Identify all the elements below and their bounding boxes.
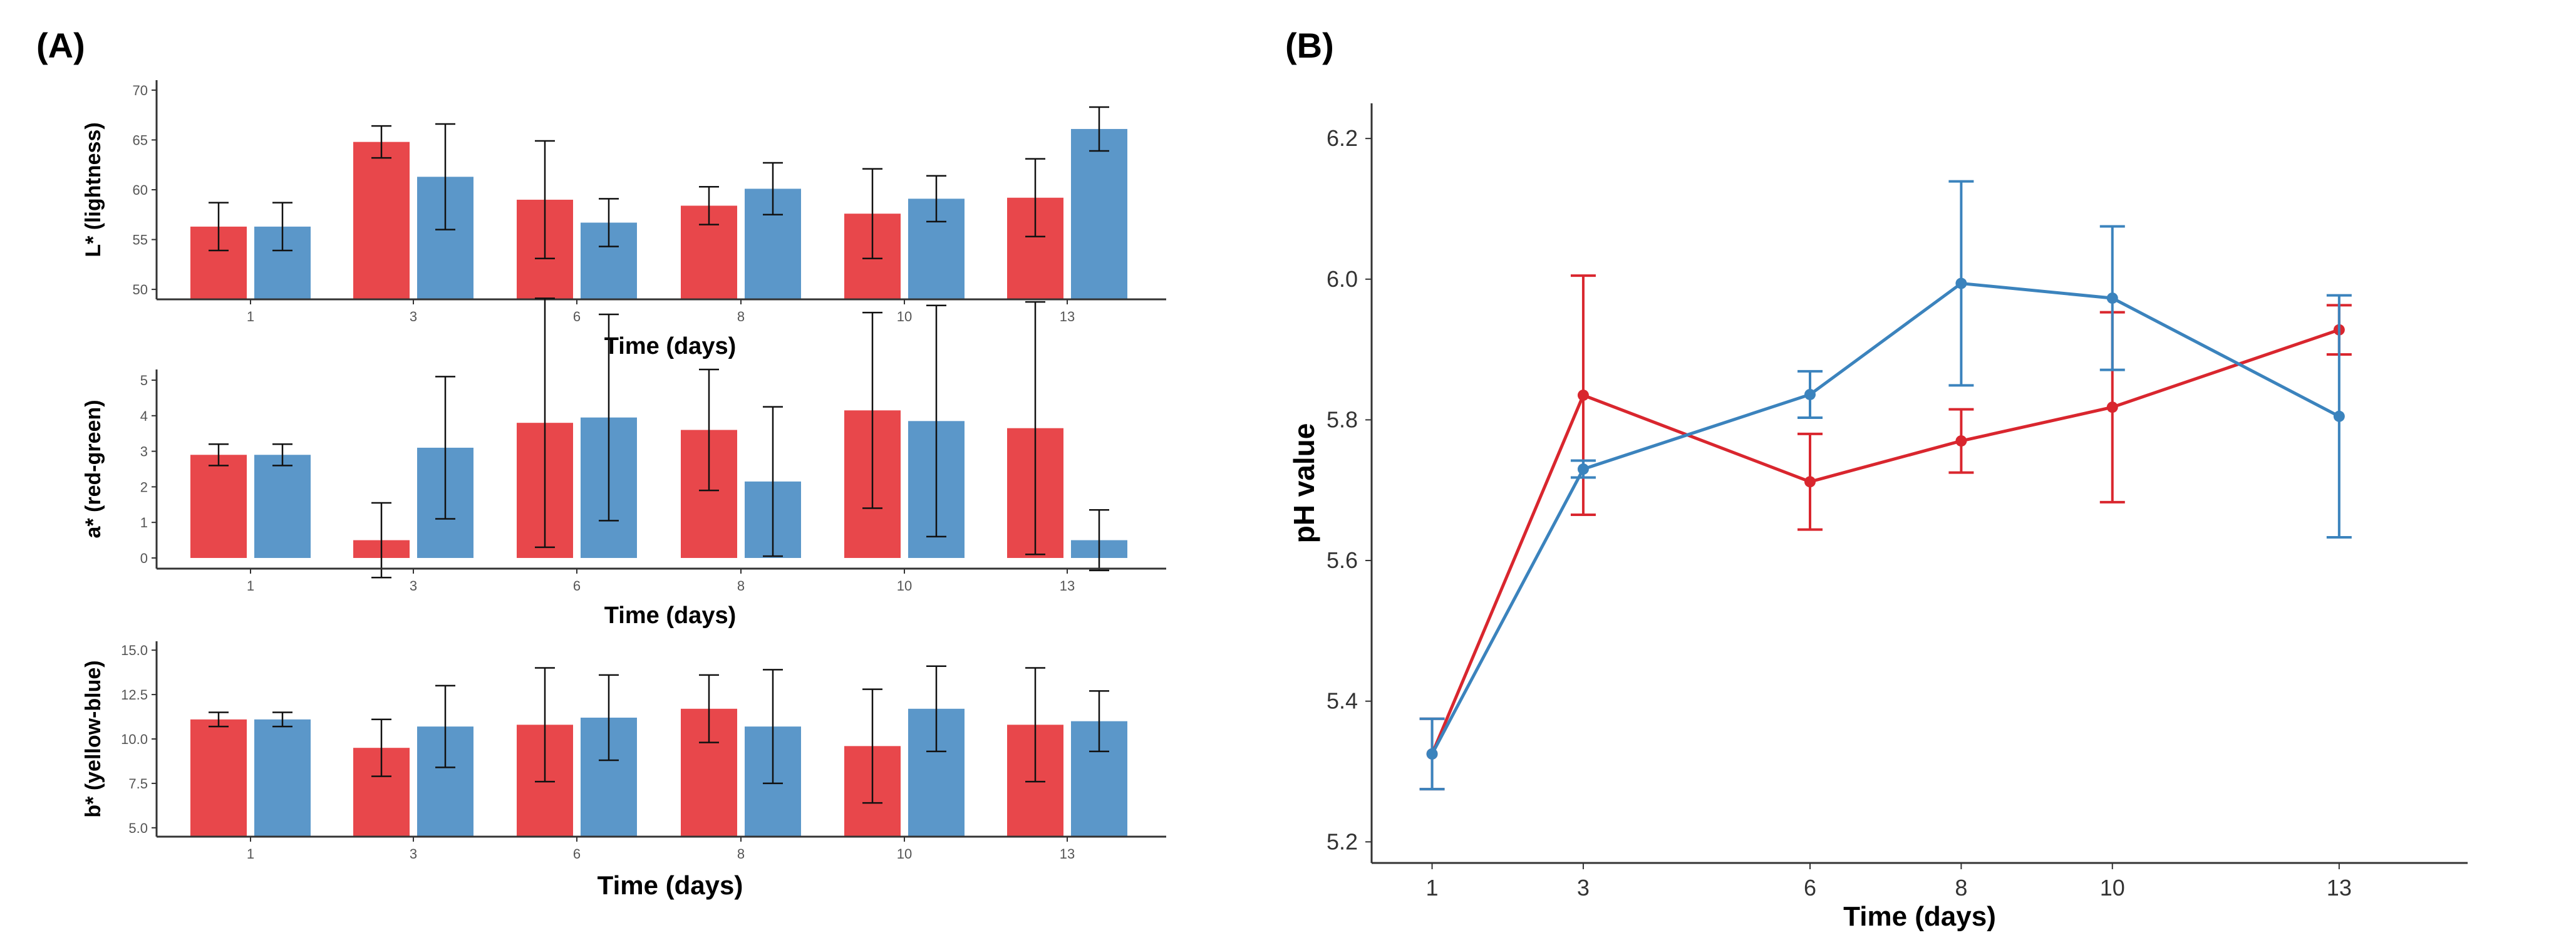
- x-tick-label: 10: [897, 846, 912, 862]
- x-axis-label: Time (days): [1843, 901, 1996, 932]
- point-red-day-8: [1955, 435, 1967, 447]
- y-tick-label: 60: [133, 182, 148, 198]
- x-axis-label: Time (days): [604, 333, 736, 359]
- point-blue-day-1: [1426, 748, 1438, 760]
- bar-blue-day-13: [1071, 128, 1127, 300]
- x-tick-label: 8: [737, 846, 745, 862]
- line-blue: [1430, 281, 2340, 755]
- y-tick-label: 3: [140, 444, 148, 460]
- bar-red-day-1: [190, 719, 247, 837]
- y-axis-label: L* (lightness): [81, 122, 105, 257]
- y-tick-label: 5.6: [1327, 547, 1358, 573]
- y-tick-label: 5.2: [1327, 829, 1358, 854]
- x-tick-label: 13: [1060, 309, 1075, 324]
- y-tick-label: 0: [140, 550, 148, 566]
- point-blue-day-10: [2106, 292, 2118, 304]
- x-tick-label: 8: [737, 578, 745, 594]
- y-tick-label: 50: [133, 282, 148, 297]
- x-tick-label: 8: [737, 309, 745, 324]
- panel-label-b: (B): [1285, 26, 1334, 65]
- x-tick-label: 10: [2100, 875, 2125, 901]
- y-tick-label: 7.5: [128, 776, 148, 792]
- y-tick-label: 5.8: [1327, 406, 1358, 432]
- bar-red-day-3: [353, 142, 410, 299]
- x-tick-label: 8: [1955, 875, 1967, 901]
- x-axis-label: Time (days): [597, 870, 743, 900]
- x-tick-label: 1: [247, 309, 254, 324]
- bar-red-day-1: [190, 455, 247, 558]
- x-tick-label: 6: [573, 578, 581, 594]
- y-tick-label: 4: [140, 408, 148, 424]
- x-axis-label: Time (days): [604, 602, 736, 629]
- line-red: [1430, 328, 2340, 755]
- y-tick-label: 5.0: [128, 820, 148, 836]
- y-tick-label: 55: [133, 232, 148, 248]
- y-axis-label: a* (red-green): [81, 400, 105, 538]
- point-blue-day-6: [1804, 388, 1816, 400]
- x-tick-label: 13: [1060, 846, 1075, 862]
- x-tick-label: 3: [1577, 875, 1590, 901]
- yellow-blue-bar-chart: 1 3 6 8 10 135.07.510.012.515.0b* (yellow-blu…: [81, 641, 1166, 900]
- y-tick-label: 6.0: [1327, 266, 1358, 292]
- point-red-day-10: [2106, 401, 2118, 413]
- y-tick-label: 12.5: [121, 687, 148, 703]
- x-tick-label: 13: [2327, 875, 2352, 901]
- x-tick-label: 6: [1804, 875, 1816, 901]
- y-axis-label: b* (yellow-blue): [81, 660, 105, 817]
- x-tick-label: 3: [410, 578, 417, 594]
- x-tick-label: 3: [410, 846, 417, 862]
- x-tick-label: 1: [247, 846, 254, 862]
- y-tick-label: 6.2: [1327, 125, 1358, 151]
- x-tick-label: 10: [897, 578, 912, 594]
- point-blue-day-13: [2333, 410, 2345, 422]
- point-red-day-6: [1804, 476, 1816, 488]
- x-tick-label: 6: [573, 309, 581, 324]
- y-tick-label: 10.0: [121, 731, 148, 747]
- bar-blue-day-1: [254, 455, 311, 558]
- point-blue-day-3: [1577, 463, 1589, 475]
- x-tick-label: 1: [1426, 875, 1439, 901]
- y-tick-label: 15.0: [121, 643, 148, 658]
- x-tick-label: 1: [247, 578, 254, 594]
- point-blue-day-8: [1955, 277, 1967, 289]
- panel-label-a: (A): [36, 26, 85, 65]
- x-tick-label: 3: [410, 309, 417, 324]
- y-tick-label: 70: [133, 83, 148, 98]
- y-tick-label: 1: [140, 515, 148, 530]
- point-red-day-3: [1577, 390, 1589, 401]
- bar-blue-day-1: [254, 719, 311, 837]
- y-axis-label: pH value: [1288, 423, 1320, 544]
- y-tick-label: 5: [140, 373, 148, 388]
- y-tick-label: 5.4: [1327, 688, 1358, 714]
- x-tick-label: 13: [1060, 578, 1075, 594]
- x-tick-label: 6: [573, 846, 581, 862]
- y-tick-label: 65: [133, 132, 148, 148]
- y-tick-label: 2: [140, 479, 148, 495]
- x-tick-label: 10: [897, 309, 912, 324]
